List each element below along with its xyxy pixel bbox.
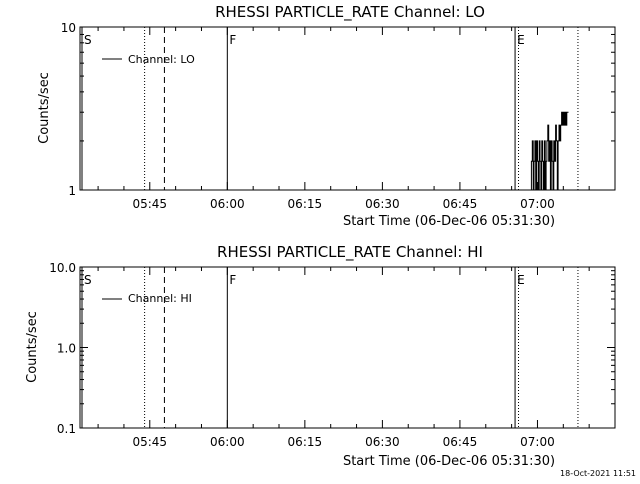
- hi-x-tick-label: 05:45: [132, 435, 167, 449]
- lo-event-marker-label: S: [84, 33, 92, 47]
- lo-y-axis-label: Counts/sec: [37, 72, 52, 144]
- lo-event-marker-label: E: [517, 33, 525, 47]
- hi-y-tick-label: 10.0: [49, 261, 76, 275]
- lo-x-tick-label: 05:45: [132, 197, 167, 211]
- hi-channel-panel: RHESSI PARTICLE_RATE Channel: HI Start T…: [25, 243, 616, 469]
- hi-x-tick-label: 06:15: [288, 435, 323, 449]
- lo-chart-title: RHESSI PARTICLE_RATE Channel: LO: [215, 3, 485, 22]
- hi-chart-title: RHESSI PARTICLE_RATE Channel: HI: [217, 243, 483, 262]
- lo-x-tick-label: 06:00: [210, 197, 245, 211]
- hi-x-axis-label: Start Time (06-Dec-06 05:31:30): [343, 454, 555, 469]
- lo-x-tick-label: 06:30: [365, 197, 400, 211]
- lo-y-tick-label: 1: [68, 184, 76, 198]
- generation-timestamp: 18-Oct-2021 11:51: [560, 469, 636, 478]
- lo-x-axis-label: Start Time (06-Dec-06 05:31:30): [343, 214, 555, 229]
- lo-channel-panel: RHESSI PARTICLE_RATE Channel: LO Start T…: [37, 3, 616, 229]
- hi-x-tick-label: 06:30: [365, 435, 400, 449]
- lo-x-tick-label: 07:00: [520, 197, 555, 211]
- hi-x-tick-label: 06:45: [443, 435, 478, 449]
- lo-axes-frame: [79, 26, 616, 191]
- hi-event-marker-label: S: [84, 273, 92, 287]
- hi-event-marker-label: E: [517, 273, 525, 287]
- hi-x-tick-label: 06:00: [210, 435, 245, 449]
- lo-event-marker-label: F: [229, 33, 236, 47]
- hi-event-marker-label: F: [229, 273, 236, 287]
- hi-y-axis-label: Counts/sec: [25, 311, 40, 383]
- hi-y-tick-label: 1.0: [57, 342, 76, 356]
- lo-legend-label: Channel: LO: [128, 53, 195, 66]
- hi-y-tick-label: 0.1: [57, 422, 76, 436]
- lo-x-tick-label: 06:15: [288, 197, 323, 211]
- hi-x-tick-label: 07:00: [520, 435, 555, 449]
- lo-y-tick-label: 10: [61, 21, 76, 35]
- lo-x-tick-label: 06:45: [443, 197, 478, 211]
- hi-legend-label: Channel: HI: [128, 292, 192, 305]
- lo-series-line: [514, 111, 569, 191]
